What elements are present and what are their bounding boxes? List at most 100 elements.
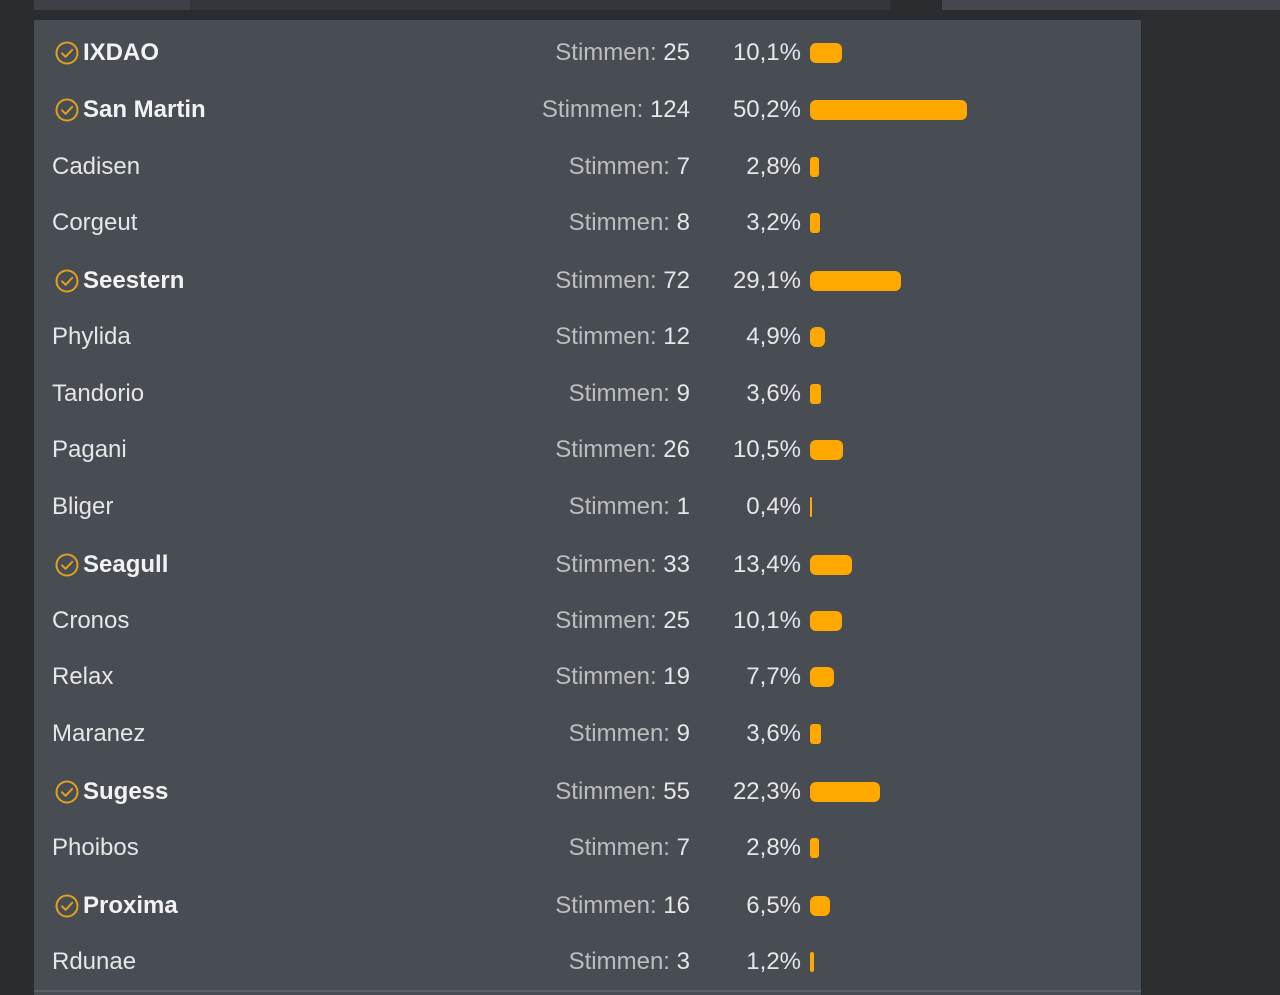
vote-percentage: 4,9% — [746, 323, 801, 350]
check-circle-icon — [55, 269, 79, 293]
poll-option-row: Rdunae Stimmen: 3 1,2% — [34, 934, 1141, 990]
poll-option-name: Phylida — [52, 323, 131, 351]
poll-option-name: IXDAO — [52, 39, 159, 67]
vote-count: Stimmen: 3 — [569, 948, 690, 976]
poll-option-label: Relax — [52, 663, 114, 690]
check-circle-icon — [55, 98, 79, 122]
poll-option-row: San Martin Stimmen: 124 50,2% — [34, 82, 1141, 138]
vote-count-label: Stimmen: — [568, 209, 670, 236]
vote-percentage-bar — [810, 100, 967, 120]
vote-count-value: 3 — [676, 948, 690, 975]
vote-percentage-bar — [810, 327, 825, 347]
vote-percentage: 22,3% — [732, 778, 801, 805]
vote-count: Stimmen: 1 — [569, 493, 690, 521]
poll-option-label: IXDAO — [83, 39, 160, 66]
poll-option-label: Sugess — [83, 778, 169, 805]
poll-option-label: Pagani — [52, 436, 127, 463]
poll-option-row: Sugess Stimmen: 55 22,3% — [34, 764, 1141, 820]
vote-count-value: 25 — [663, 39, 690, 66]
poll-option-row: Proxima Stimmen: 16 6,5% — [34, 878, 1141, 934]
vote-percentage-bar — [810, 440, 843, 460]
poll-option-label: Proxima — [83, 892, 178, 919]
vote-percentage: 0,4% — [746, 493, 801, 520]
poll-option-label: Maranez — [52, 720, 146, 747]
vote-percentage: 2,8% — [746, 153, 801, 180]
poll-option-row: Corgeut Stimmen: 8 3,2% — [34, 195, 1141, 251]
vote-count-label: Stimmen: — [555, 663, 657, 690]
vote-percentage-bar — [810, 384, 821, 404]
poll-results-panel: IXDAO Stimmen: 25 10,1% San Martin Stimmen: … — [34, 20, 1141, 995]
poll-option-name: Bliger — [52, 493, 113, 521]
vote-percentage-bar — [810, 667, 834, 687]
vote-count-value: 16 — [663, 892, 690, 919]
vote-count-label: Stimmen: — [568, 720, 670, 747]
poll-option-label: Phoibos — [52, 834, 139, 861]
poll-option-row: Relax Stimmen: 19 7,7% — [34, 649, 1141, 705]
poll-option-name: Phoibos — [52, 834, 139, 862]
vote-count: Stimmen: 124 — [542, 96, 690, 124]
vote-count: Stimmen: 9 — [569, 380, 690, 408]
poll-option-row: Pagani Stimmen: 26 10,5% — [34, 422, 1141, 478]
vote-count: Stimmen: 16 — [555, 892, 690, 920]
poll-option-name: Rdunae — [52, 948, 136, 976]
poll-option-name: Tandorio — [52, 380, 144, 408]
vote-count-value: 25 — [663, 607, 690, 634]
poll-option-row: Phylida Stimmen: 12 4,9% — [34, 309, 1141, 365]
vote-percentage: 10,1% — [732, 607, 801, 634]
vote-count: Stimmen: 26 — [555, 436, 690, 464]
poll-option-row: IXDAO Stimmen: 25 10,1% — [34, 25, 1141, 81]
poll-option-name: Corgeut — [52, 209, 137, 237]
vote-percentage: 29,1% — [732, 267, 801, 294]
top-strip-left — [34, 0, 190, 10]
vote-count-value: 8 — [676, 209, 690, 236]
poll-option-name: Sugess — [52, 778, 168, 806]
vote-percentage: 1,2% — [746, 948, 801, 975]
vote-count-value: 19 — [663, 663, 690, 690]
poll-option-row: Seagull Stimmen: 33 13,4% — [34, 537, 1141, 593]
vote-count-value: 33 — [663, 551, 690, 578]
right-background — [1141, 10, 1280, 995]
vote-count-label: Stimmen: — [555, 436, 657, 463]
vote-percentage-bar — [810, 157, 819, 177]
vote-count-value: 7 — [676, 834, 690, 861]
vote-count-label: Stimmen: — [555, 551, 657, 578]
vote-count: Stimmen: 9 — [569, 720, 690, 748]
vote-percentage: 10,5% — [732, 436, 801, 463]
check-circle-icon — [55, 894, 79, 918]
vote-percentage-bar — [810, 271, 901, 291]
vote-count: Stimmen: 19 — [555, 663, 690, 691]
vote-percentage-bar — [810, 952, 814, 972]
check-circle-icon — [55, 780, 79, 804]
poll-option-name: Relax — [52, 663, 113, 691]
poll-option-name: Seestern — [52, 267, 184, 295]
vote-percentage-bar — [810, 497, 812, 517]
vote-count-value: 55 — [663, 778, 690, 805]
poll-option-label: Tandorio — [52, 380, 145, 407]
vote-count-value: 72 — [663, 267, 690, 294]
vote-count-label: Stimmen: — [568, 153, 670, 180]
vote-count-label: Stimmen: — [541, 96, 644, 123]
poll-option-name: Maranez — [52, 720, 145, 748]
poll-option-label: Bliger — [52, 493, 114, 520]
poll-option-name: San Martin — [52, 96, 206, 124]
vote-percentage-bar — [810, 43, 842, 63]
vote-percentage: 3,6% — [746, 380, 801, 407]
poll-option-row: Cronos Stimmen: 25 10,1% — [34, 593, 1141, 649]
vote-count-label: Stimmen: — [555, 607, 657, 634]
poll-option-row: Phoibos Stimmen: 7 2,8% — [34, 820, 1141, 876]
vote-count: Stimmen: 25 — [555, 607, 690, 635]
poll-option-label: Cadisen — [52, 153, 141, 180]
vote-count: Stimmen: 25 — [555, 39, 690, 67]
check-circle-icon — [55, 553, 79, 577]
poll-option-name: Cronos — [52, 607, 129, 635]
poll-option-label: San Martin — [83, 96, 206, 123]
vote-count-label: Stimmen: — [555, 323, 657, 350]
vote-percentage-bar — [810, 896, 830, 916]
vote-percentage: 3,6% — [746, 720, 801, 747]
vote-count-label: Stimmen: — [568, 948, 670, 975]
vote-percentage-bar — [810, 838, 819, 858]
poll-option-name: Seagull — [52, 551, 168, 579]
poll-option-name: Pagani — [52, 436, 127, 464]
poll-option-label: Rdunae — [52, 948, 137, 975]
top-strip-right — [942, 0, 1280, 10]
